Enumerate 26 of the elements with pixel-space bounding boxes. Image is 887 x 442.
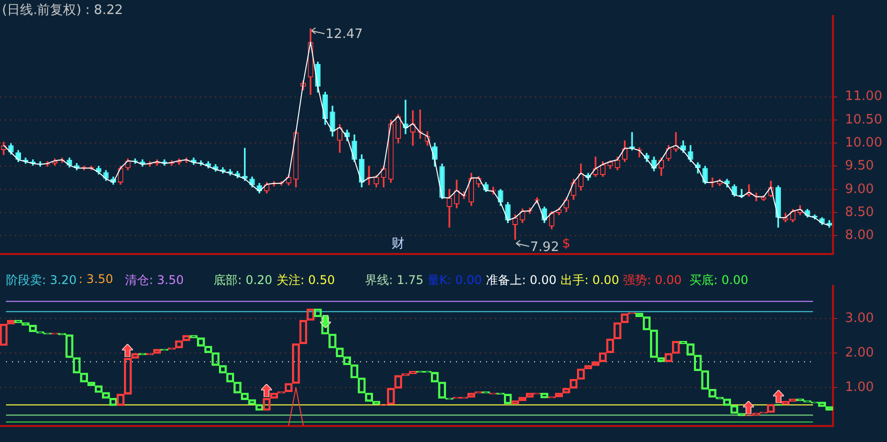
annotation: 强势: 0.00 (623, 272, 682, 289)
y-tick-label: 9.00 (845, 182, 874, 197)
annotation: 底部: 0.20 (214, 272, 272, 289)
y-tick-label: 10.00 (845, 135, 882, 150)
annotation: $ (562, 236, 570, 252)
annotation: 阶段卖: 3.20 (6, 272, 77, 289)
y-tick-label: 8.50 (845, 204, 874, 220)
annotation: 量K: 0.00 (427, 272, 482, 289)
y-tick-label: 2.00 (845, 345, 874, 360)
y-tick-label: 9.50 (845, 158, 874, 174)
annotation: 买底: 0.00 (690, 272, 748, 289)
annotation: 关注: 0.50 (276, 272, 335, 289)
chart-title: (日线.前复权) : 8.22 (2, 2, 123, 19)
annotation: : 3.50 (78, 272, 114, 288)
annotation: 清仓: 3.50 (125, 272, 184, 289)
annotation: 7.92 (530, 240, 560, 255)
y-tick-label: 3.00 (845, 310, 874, 326)
y-tick-label: 10.50 (845, 112, 882, 128)
annotation: 准备上: 0.00 (486, 272, 556, 289)
annotation: 12.47 (326, 27, 363, 42)
annotation: 界线: 1.75 (364, 272, 424, 289)
y-tick-label: 1.00 (845, 380, 874, 395)
annotation: 财 (392, 236, 405, 252)
y-tick-label: 11.00 (845, 89, 882, 104)
annotation: 出手: 0.00 (560, 272, 620, 289)
y-tick-label: 8.00 (845, 228, 874, 244)
